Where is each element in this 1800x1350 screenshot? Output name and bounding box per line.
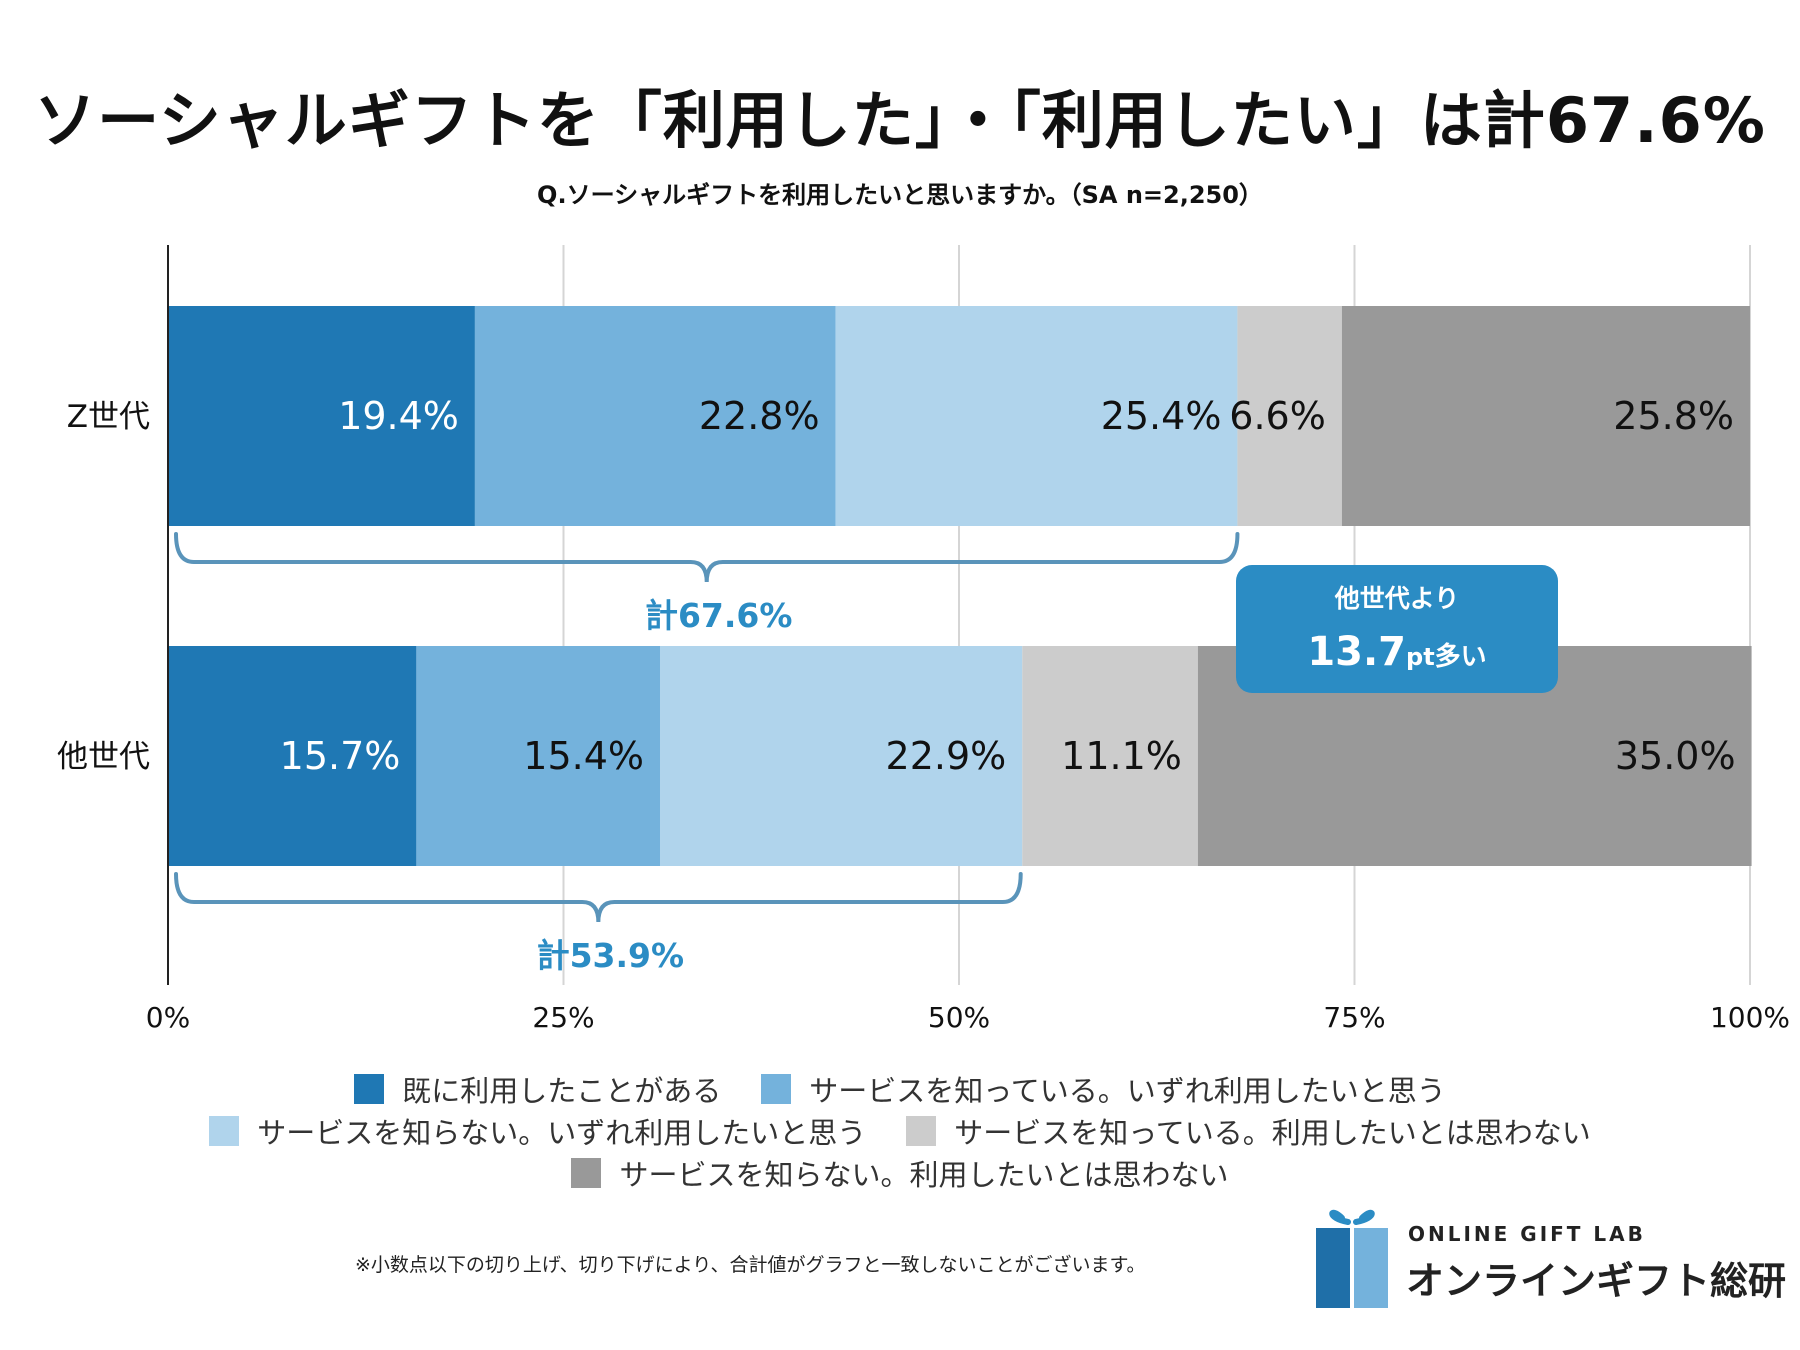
legend-label: サービスを知らない。いずれ利用したいと思う — [257, 1116, 867, 1150]
legend-item: サービスを知らない。利用したいとは思わない — [571, 1152, 1229, 1194]
data-label: 35.0% — [1615, 734, 1736, 778]
data-label: 6.6% — [1229, 394, 1326, 438]
callout-text-part: 多い — [1435, 642, 1487, 672]
stacked-bar-chart: 19.4% 22.8% 25.4% 6.6% 25.8% Z世代 15.7% 15.4% 22.… — [57, 245, 1790, 1034]
chart-title: ソーシャルギフトを「利用した」・「利用したい」は計67.6% — [34, 84, 1766, 157]
logo-name-en: ONLINE GIFT LAB — [1408, 1222, 1646, 1246]
bar-segment — [835, 306, 1238, 526]
x-tick-label: 100% — [1710, 1001, 1790, 1034]
legend-item: 既に利用したことがある — [354, 1068, 721, 1110]
legend-item: サービスを知っている。いずれ利用したいと思う — [761, 1068, 1446, 1110]
bar-segment — [1341, 306, 1750, 526]
total-bracket — [174, 872, 1023, 923]
data-label: 25.4% — [1101, 394, 1222, 438]
bar-segment — [168, 646, 417, 866]
data-label: 19.4% — [338, 394, 459, 438]
legend-swatch — [906, 1116, 937, 1146]
bracket-total-label: 計53.9% — [537, 936, 685, 975]
legend-swatch — [209, 1116, 240, 1146]
callout-text-part: pt — [1406, 643, 1435, 671]
legend-row-3: サービスを知らない。利用したいとは思わない — [0, 1152, 1800, 1194]
x-tick-label: 75% — [1323, 1001, 1385, 1034]
legend-label: 既に利用したことがある — [402, 1074, 722, 1108]
data-label: 15.7% — [280, 734, 401, 778]
data-label: 22.8% — [699, 394, 820, 438]
bar-segment — [416, 646, 661, 866]
logo-name-jp: オンラインギフト総研 — [1406, 1259, 1787, 1303]
brand-logo: ONLINE GIFT LAB オンラインギフト総研 — [1312, 1200, 1792, 1310]
chart-subtitle: Q.ソーシャルギフトを利用したいと思いますか。（SA n=2,250） — [537, 181, 1263, 209]
callout-line1: 他世代より — [1334, 584, 1460, 613]
bar-segment — [660, 646, 1023, 866]
legend-row-2: サービスを知らない。いずれ利用したいと思う サービスを知っている。利用したいとは… — [0, 1110, 1800, 1152]
legend-item: サービスを知らない。いずれ利用したいと思う — [209, 1110, 866, 1152]
x-tick-label: 0% — [146, 1001, 190, 1034]
x-tick-label: 50% — [928, 1001, 990, 1034]
x-tick-label: 25% — [532, 1001, 594, 1034]
bar-segment — [168, 306, 475, 526]
callout-text-part: 13.7 — [1307, 629, 1406, 675]
callout-box — [1236, 565, 1558, 693]
legend-swatch — [354, 1074, 385, 1104]
data-label: 11.1% — [1061, 734, 1182, 778]
legend-row-1: 既に利用したことがある サービスを知っている。いずれ利用したいと思う — [0, 1068, 1800, 1110]
legend-item: サービスを知っている。利用したいとは思わない — [906, 1110, 1591, 1152]
data-label: 15.4% — [523, 734, 644, 778]
data-label: 22.9% — [886, 734, 1007, 778]
category-label: Z世代 — [67, 399, 150, 435]
legend-label: サービスを知っている。利用したいとは思わない — [954, 1116, 1591, 1150]
callout-value-line: 13.7pt多い — [1307, 629, 1486, 675]
legend-swatch — [761, 1074, 792, 1104]
bar-segment — [1022, 646, 1198, 866]
legend-swatch — [571, 1158, 602, 1188]
legend-label: サービスを知らない。利用したいとは思わない — [619, 1158, 1229, 1192]
bracket-total-label: 計67.6% — [645, 596, 793, 635]
category-label: 他世代 — [57, 739, 150, 775]
bar-segment — [474, 306, 836, 526]
footnote: ※小数点以下の切り上げ、切り下げにより、合計値がグラフと一致しないことがございま… — [355, 1254, 1146, 1276]
bar-segment — [1237, 306, 1342, 526]
legend-label: サービスを知っている。いずれ利用したいと思う — [809, 1074, 1446, 1108]
total-bracket — [174, 532, 1240, 583]
data-label: 25.8% — [1613, 394, 1734, 438]
gift-box-icon — [1316, 1209, 1388, 1308]
